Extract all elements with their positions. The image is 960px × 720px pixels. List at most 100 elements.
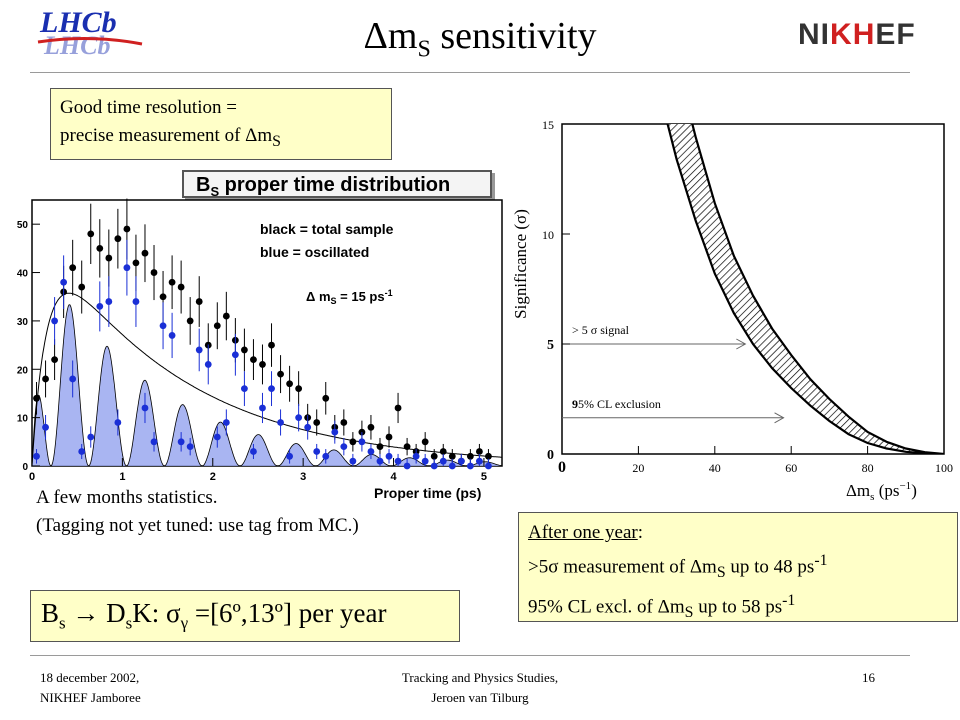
channel-resolution-box: Bs → DsK: σγ =[6º,13º] per year	[30, 590, 460, 642]
total-sample-point	[394, 404, 402, 412]
total-sample-point	[476, 448, 483, 455]
oscillated-point	[394, 457, 402, 465]
statistics-caption: A few months statistics. (Tagging not ye…	[36, 487, 359, 536]
significance-band	[666, 124, 944, 454]
total-sample-point	[268, 341, 275, 349]
x-tick-label: 100	[935, 461, 953, 475]
x-tick-label: 0	[29, 471, 35, 483]
total-sample-point	[367, 423, 375, 431]
oscillated-point	[448, 462, 456, 470]
oscillated-point	[286, 452, 293, 460]
total-sample-point	[78, 283, 86, 291]
oscillated-point	[485, 462, 492, 470]
total-sample-point	[466, 452, 474, 460]
total-fit-curve	[31, 292, 502, 467]
y-tick-label: 15	[542, 118, 554, 132]
y-tick-label: 5	[547, 338, 554, 353]
oscillated-point	[457, 457, 465, 465]
oscillated-point	[204, 361, 212, 368]
oscillated-point	[114, 419, 122, 426]
x-tick-label: 40	[709, 461, 721, 475]
oscillated-point	[186, 443, 194, 451]
total-sample-point	[403, 443, 411, 451]
oscillated-point	[403, 462, 411, 470]
oscillated-area	[32, 304, 502, 466]
threshold-arrow	[736, 338, 747, 350]
total-sample-point	[241, 346, 248, 354]
total-sample-point	[421, 438, 429, 446]
x-tick-label: 5	[481, 471, 487, 483]
total-sample-point	[250, 356, 257, 363]
y-tick-label: 20	[17, 365, 29, 376]
oscillated-point	[430, 462, 438, 470]
oscillated-point	[177, 438, 185, 446]
one-year-line3: 95% CL excl. of ΔmS up to 58 ps-1	[528, 592, 796, 622]
oscillated-fill	[32, 304, 502, 466]
signal-annotation: > 5 σ signal	[572, 323, 630, 337]
y-tick-label: 40	[17, 269, 29, 280]
oscillated-point	[466, 462, 474, 470]
oscillated-point	[358, 438, 366, 446]
exclusion-annotation: 95% CL exclusion	[572, 397, 661, 411]
oscillated-point	[349, 457, 357, 465]
significance-chart: 0 20 40 60 80 100 0 5 10 15 > 5 σ signal 95% CL e…	[511, 118, 953, 503]
oscillated-point	[141, 404, 149, 412]
total-sample-point	[286, 380, 293, 388]
total-sample-point	[322, 394, 330, 402]
x-tick-label: 4	[390, 471, 397, 483]
total-sample-point	[485, 452, 492, 460]
total-sample-point	[340, 419, 348, 426]
oscillated-point	[78, 448, 86, 455]
footer-talk: Tracking and Physics Studies, Jeroen van…	[401, 670, 559, 705]
oscillated-point	[33, 452, 40, 460]
x-tick-label: 3	[300, 471, 306, 483]
total-sample-point	[277, 370, 284, 378]
footer-date: 18 december 2002, NIKHEF Jamboree	[40, 670, 141, 705]
one-year-title: After one year	[528, 522, 638, 543]
resolution-note-box: Good time resolution = precise measureme…	[50, 88, 392, 160]
oscillated-point	[231, 351, 239, 359]
y-tick-label: 50	[17, 220, 29, 231]
total-sample-point	[33, 394, 40, 402]
total-sample-point	[105, 254, 113, 262]
oscillated-point	[313, 448, 321, 455]
total-sample-point	[213, 322, 221, 330]
oscillated-point	[132, 298, 140, 305]
threshold-markers	[562, 338, 785, 424]
axes: 0 20 40 60 80 100 0 5 10 15	[542, 118, 953, 476]
legend-total: black = total sample	[260, 221, 394, 237]
slide-title: ΔmS sensitivity	[363, 15, 597, 63]
total-sample-point	[141, 249, 149, 257]
x-tick-label: 80	[862, 461, 874, 475]
oscillated-point	[96, 303, 104, 310]
oscillated-fit-curve	[31, 304, 503, 467]
oscillated-point	[421, 457, 429, 465]
total-sample-point	[114, 235, 122, 243]
x-axis-label: Proper time (ps)	[374, 485, 481, 501]
oscillated-point	[277, 419, 284, 426]
total-sample-point	[150, 269, 158, 276]
oscillated-point	[250, 448, 257, 455]
oscillated-point	[439, 457, 447, 465]
resolution-note-line1: Good time resolution =	[60, 97, 237, 118]
oscillated-point	[123, 264, 131, 272]
x-tick-label: 1	[119, 471, 125, 483]
total-sample-point	[195, 298, 203, 305]
oscillated-point	[222, 419, 230, 426]
total-sample-point	[430, 452, 438, 460]
total-sample-point	[349, 438, 357, 446]
oscillated-point	[60, 278, 68, 286]
oscillated-point	[295, 414, 303, 422]
total-sample-point	[159, 293, 167, 301]
oscillated-point	[304, 423, 312, 431]
sensitivity-band	[666, 124, 944, 454]
oscillated-point	[105, 298, 113, 305]
proper-time-chart-title: BS proper time distribution	[182, 170, 492, 199]
oscillated-point	[268, 385, 275, 393]
data-points	[33, 198, 492, 470]
resolution-note-line2: precise measurement of ΔmS	[60, 125, 281, 150]
plot-frame	[561, 123, 945, 455]
x-tick-label: 2	[210, 471, 216, 483]
